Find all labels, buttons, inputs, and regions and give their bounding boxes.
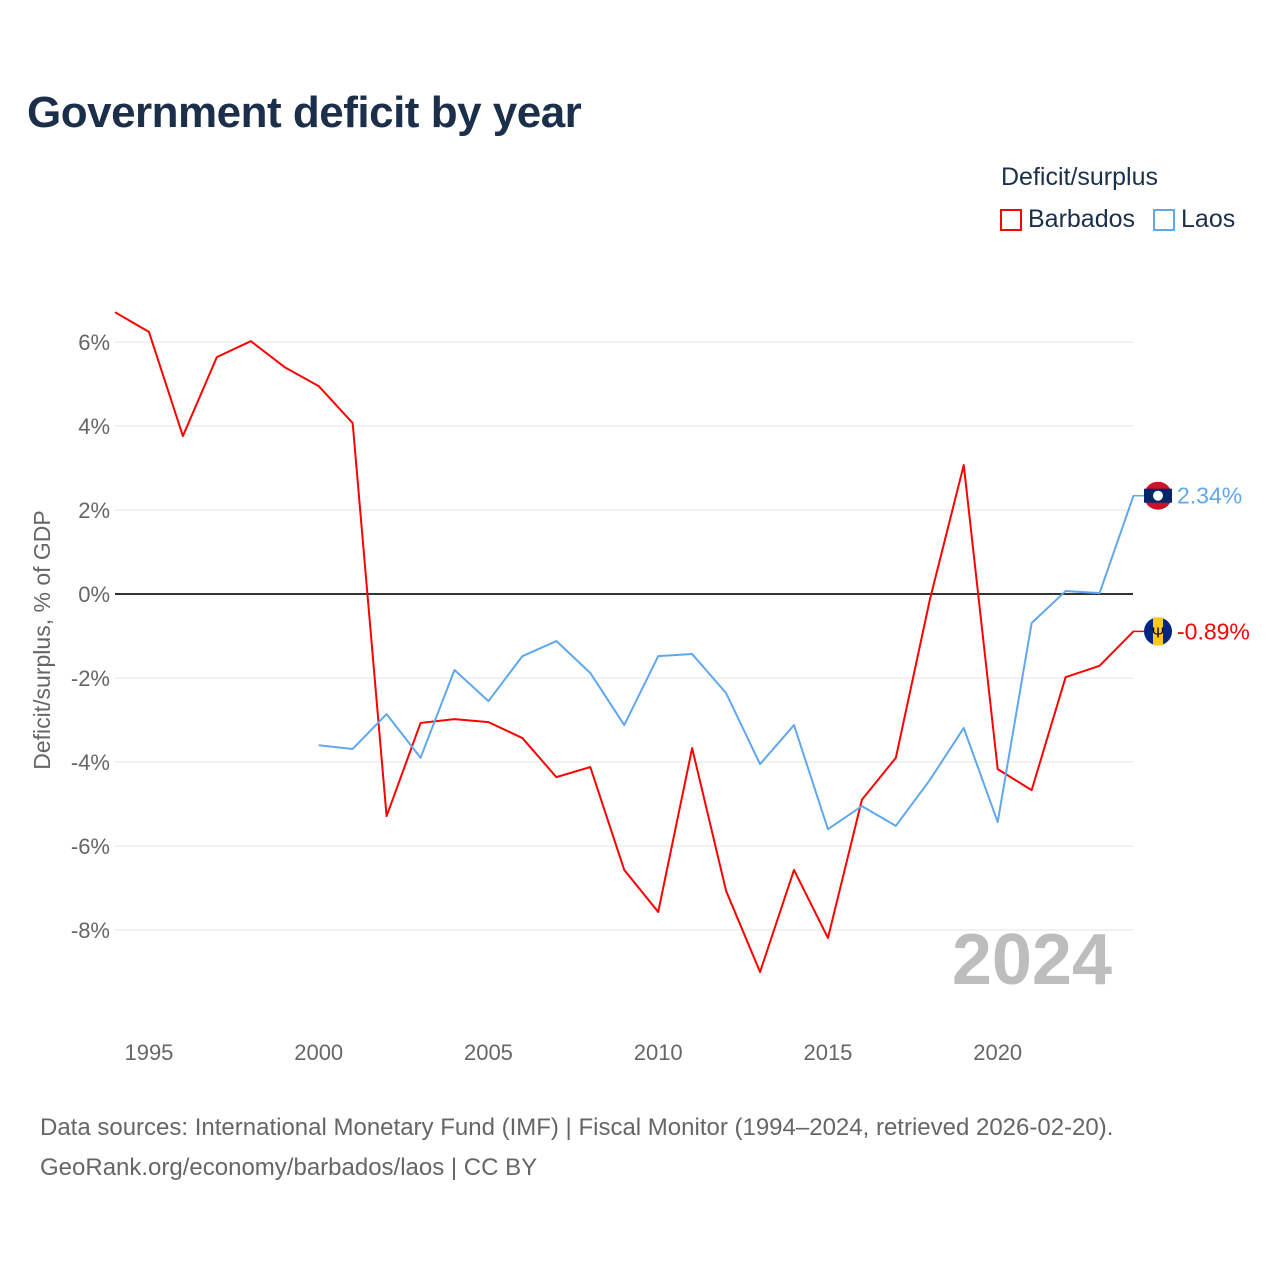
x-tick-label: 2015 [803, 1040, 852, 1065]
source-note: Data sources: International Monetary Fun… [40, 1108, 1113, 1188]
legend-label-laos: Laos [1181, 205, 1236, 233]
y-tick-label: -4% [71, 750, 110, 775]
y-tick-label: 0% [78, 582, 110, 607]
legend-label-barbados: Barbados [1028, 205, 1136, 233]
legend-swatch-barbados [1000, 208, 1022, 231]
y-tick-label: 2% [78, 498, 110, 523]
legend: Barbados Laos [1000, 205, 1235, 234]
end-value-label-barbados: -0.89% [1177, 618, 1250, 644]
y-axis-label: Deficit/surplus, % of GDP [29, 510, 55, 769]
y-tick-label: 4% [78, 414, 110, 439]
x-tick-label: 2020 [973, 1040, 1022, 1065]
series-line-laos [318, 495, 1135, 831]
y-tick-label: -2% [71, 666, 110, 691]
legend-item-laos[interactable]: Laos [1153, 205, 1235, 234]
y-tick-label: -8% [71, 918, 110, 943]
source-line-2[interactable]: GeoRank.org/economy/barbados/laos | CC B… [40, 1154, 538, 1181]
x-tick-label: 2000 [294, 1040, 343, 1065]
barbados-flag-band [1153, 617, 1163, 646]
x-tick-label: 1995 [124, 1040, 173, 1065]
laos-flag-disc [1153, 490, 1163, 501]
y-tick-label: 6% [78, 330, 110, 355]
x-tick-label: 2010 [634, 1040, 683, 1065]
chart-title: Government deficit by year [27, 88, 582, 137]
y-tick-label: -6% [71, 834, 110, 859]
legend-item-barbados[interactable]: Barbados [1000, 205, 1135, 234]
trident-icon: Ψ [1152, 624, 1165, 641]
year-watermark: 2024 [952, 920, 1112, 1000]
legend-swatch-laos [1153, 208, 1176, 231]
series-line-barbados [114, 311, 1135, 973]
source-line-1: Data sources: International Monetary Fun… [40, 1114, 1114, 1141]
x-tick-label: 2005 [464, 1040, 513, 1065]
legend-title: Deficit/surplus [1001, 163, 1158, 191]
end-value-label-laos: 2.34% [1177, 483, 1242, 509]
